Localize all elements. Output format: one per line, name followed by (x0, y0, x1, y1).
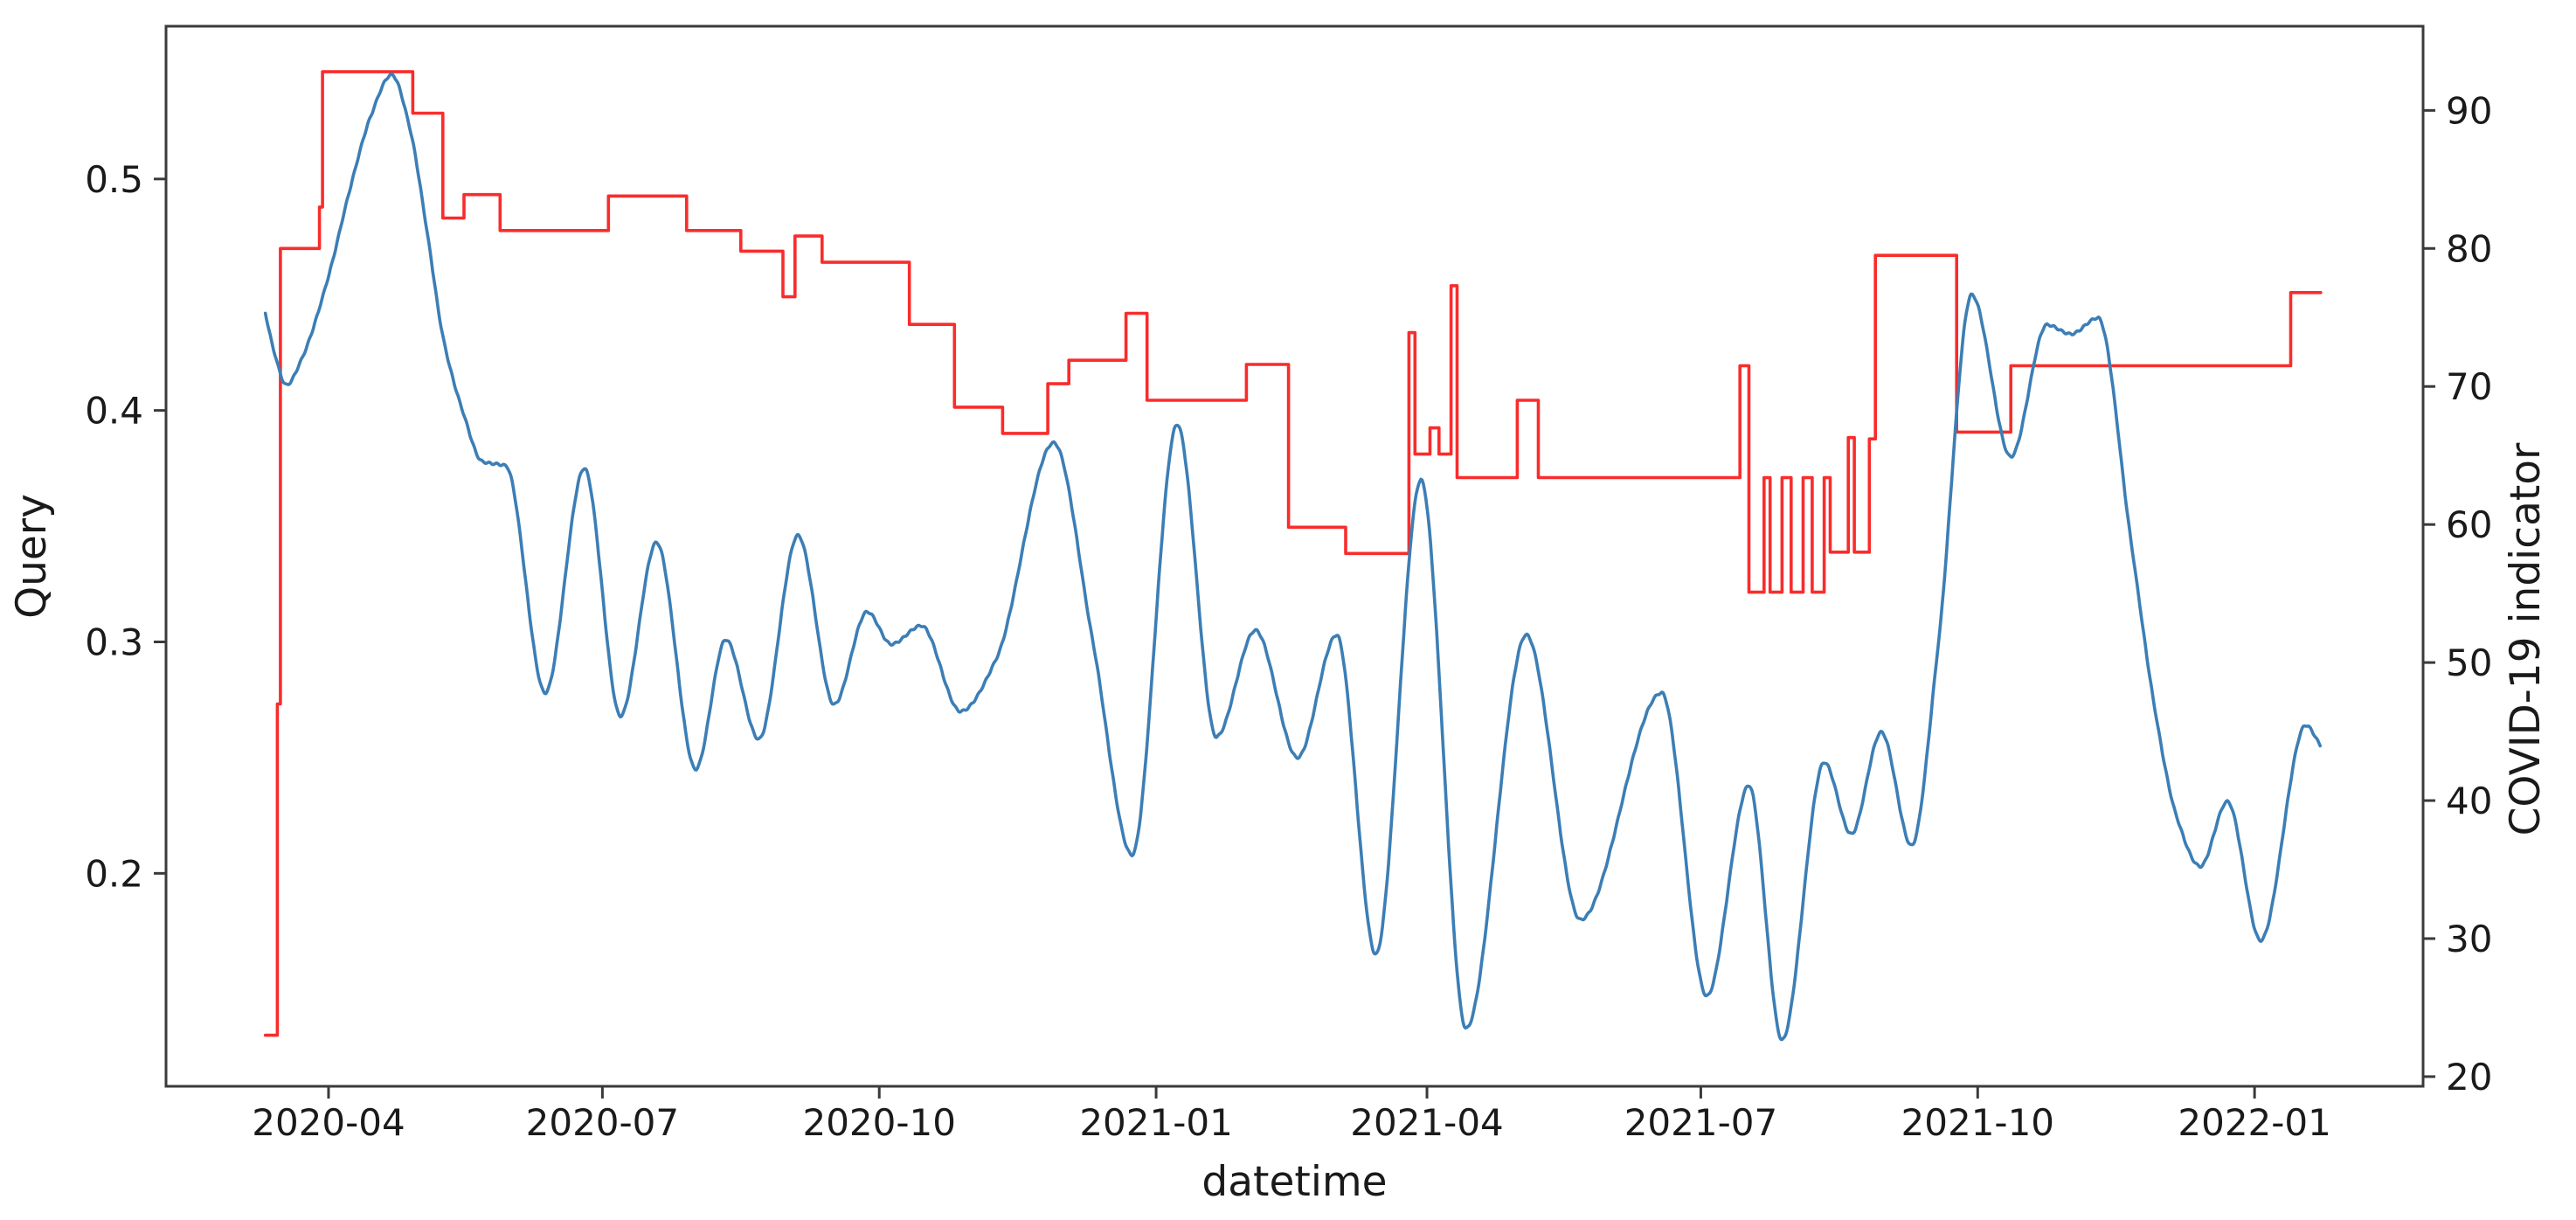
y-right-axis-title: COVID-19 indicator (2502, 442, 2550, 835)
x-tick-label: 2021-04 (1350, 1101, 1504, 1144)
x-tick-label: 2021-01 (1079, 1101, 1233, 1144)
y-right-tick-label: 90 (2446, 89, 2492, 132)
x-tick-label: 2021-10 (1901, 1101, 2055, 1144)
y-right-tick-label: 20 (2446, 1056, 2492, 1099)
y-left-tick-label: 0.3 (85, 620, 143, 663)
covid-indicator-line (263, 70, 2323, 1037)
x-axis-title: datetime (1201, 1158, 1387, 1206)
x-tick-label: 2020-07 (526, 1101, 680, 1144)
y-right-tick-label: 60 (2446, 503, 2492, 546)
y-left-axis-title: Query (8, 494, 56, 619)
y-left-tick-label: 0.5 (85, 158, 143, 201)
y-right-tick-label: 40 (2446, 780, 2492, 822)
y-right-tick-label: 80 (2446, 227, 2492, 270)
x-tick-label: 2021-07 (1624, 1101, 1778, 1144)
plot-border (164, 24, 2425, 1088)
y-left-tick-label: 0.2 (85, 852, 143, 895)
query-line (263, 72, 2322, 1042)
x-tick-label: 2022-01 (2178, 1101, 2331, 1144)
y-left-tick-label: 0.4 (85, 390, 143, 433)
x-tick-label: 2020-10 (802, 1101, 956, 1144)
y-right-tick-label: 50 (2446, 641, 2492, 684)
y-right-tick-label: 70 (2446, 365, 2492, 408)
x-tick-label: 2020-04 (252, 1101, 405, 1144)
y-right-tick-label: 30 (2446, 918, 2492, 960)
